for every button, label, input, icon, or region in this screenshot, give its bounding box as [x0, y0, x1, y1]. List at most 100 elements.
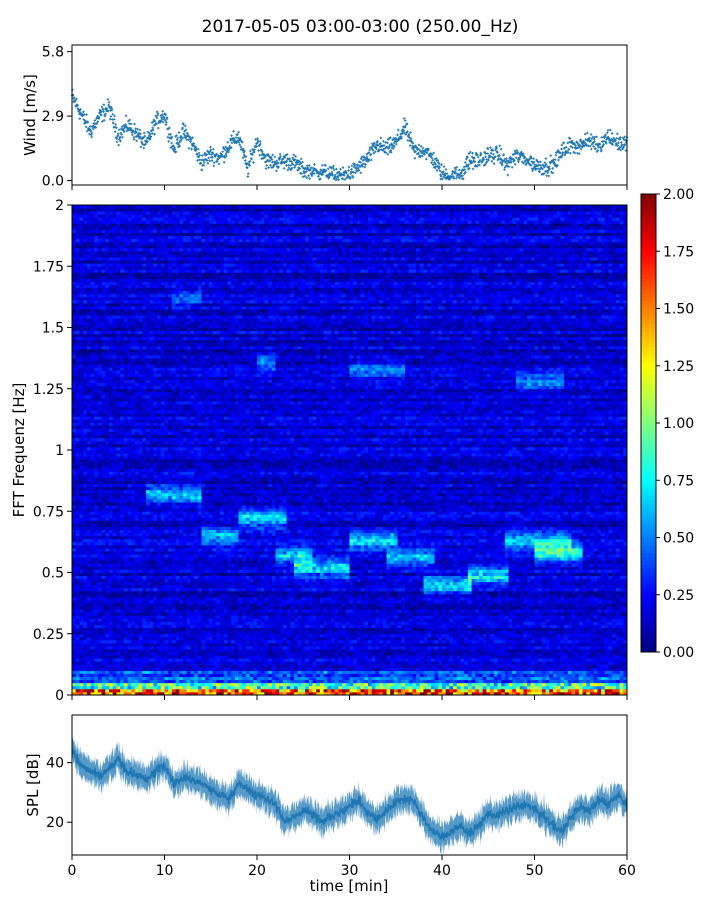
spectrogram-cell — [139, 398, 143, 401]
spectrogram-cell — [113, 331, 117, 334]
spectrogram-cell — [94, 358, 98, 361]
spectrogram-cell — [94, 658, 98, 661]
spectrogram-cell — [87, 324, 91, 327]
spectrogram-cell — [87, 490, 91, 493]
spectrogram-cell — [135, 609, 139, 612]
spectrogram-cell — [120, 628, 124, 631]
spectrogram-cell — [150, 471, 154, 474]
spectrogram-cell — [146, 511, 150, 514]
spectrogram-cell — [120, 324, 124, 327]
spectrogram-cell — [116, 674, 120, 677]
spectrogram-cell — [142, 625, 146, 628]
spectrogram-cell — [94, 257, 98, 260]
spectrogram-cell — [76, 481, 80, 484]
spectrogram-cell — [113, 622, 117, 625]
spectrogram-cell — [139, 349, 143, 352]
spectrogram-cell — [116, 254, 120, 257]
spectrogram-cell — [128, 282, 132, 285]
spectrogram-cell — [91, 395, 95, 398]
spectrogram-cell — [124, 395, 128, 398]
spectrogram-cell — [91, 649, 95, 652]
spectrogram-cell — [120, 294, 124, 297]
spectrogram-cell — [128, 453, 132, 456]
spectrogram-cell — [72, 677, 76, 680]
spectrogram-cell — [116, 272, 120, 275]
spectrogram-cell — [150, 438, 154, 441]
spectrogram-cell — [72, 251, 76, 254]
spectrogram-cell — [142, 600, 146, 603]
spectrogram-cell — [98, 450, 102, 453]
spectrogram-cell — [109, 637, 113, 640]
spectrogram-cell — [105, 582, 109, 585]
spectrogram-cell — [83, 275, 87, 278]
spectrogram-cell — [124, 594, 128, 597]
spectrogram-cell — [91, 294, 95, 297]
spectrogram-cell — [116, 524, 120, 527]
spectrogram-cell — [102, 389, 106, 392]
spectrogram-cell — [135, 573, 139, 576]
spectrogram-cell — [72, 514, 76, 517]
spectrogram-cell — [146, 444, 150, 447]
spectrogram-cell — [142, 545, 146, 548]
spectrogram-cell — [124, 468, 128, 471]
spectrogram-cell — [109, 364, 113, 367]
spectrogram-cell — [128, 652, 132, 655]
spectrogram-cell — [72, 582, 76, 585]
spectrogram-cell — [146, 649, 150, 652]
spectrogram-cell — [139, 597, 143, 600]
spectrogram-cell — [146, 674, 150, 677]
spectrogram-cell — [139, 294, 143, 297]
spectrogram-cell — [135, 667, 139, 670]
spectrogram-cell — [124, 465, 128, 468]
spectrogram-cell — [142, 373, 146, 376]
spectrogram-cell — [109, 263, 113, 266]
spectrogram-cell — [76, 594, 80, 597]
spectrogram-cell — [116, 205, 120, 208]
spectrogram-cell — [76, 352, 80, 355]
spectrogram-cell — [139, 426, 143, 429]
spectrogram-cell — [131, 475, 135, 478]
spectrogram-cell — [98, 517, 102, 520]
spectrogram-cell — [91, 337, 95, 340]
spectrogram-cell — [94, 285, 98, 288]
spectrogram-cell — [83, 306, 87, 309]
spectrogram-cell — [116, 680, 120, 683]
spectrogram-cell — [128, 615, 132, 618]
spectrogram-cell — [94, 217, 98, 220]
spectrogram-cell — [105, 303, 109, 306]
spectrogram-cell — [72, 618, 76, 621]
spectrogram-cell — [109, 266, 113, 269]
spectrogram-cell — [142, 358, 146, 361]
spectrogram-cell — [109, 230, 113, 233]
spectrogram-cell — [83, 251, 87, 254]
spectrogram-cell — [105, 282, 109, 285]
spectrogram-cell — [105, 370, 109, 373]
spectrogram-cell — [146, 588, 150, 591]
spectrogram-cell — [113, 370, 117, 373]
spectrogram-cell — [131, 508, 135, 511]
spectrogram-cell — [120, 609, 124, 612]
spectrogram-cell — [76, 643, 80, 646]
spectrogram-cell — [124, 426, 128, 429]
spectrogram-cell — [120, 441, 124, 444]
spectrogram-cell — [120, 465, 124, 468]
spectrogram-cell — [91, 297, 95, 300]
spectrogram-cell — [131, 352, 135, 355]
spectrogram-cell — [83, 205, 87, 208]
spectrogram-cell — [124, 361, 128, 364]
spectrogram-cell — [72, 517, 76, 520]
spectrogram-cell — [94, 398, 98, 401]
spectrogram-cell — [102, 481, 106, 484]
spectrogram-cell — [131, 422, 135, 425]
spectrogram-cell — [135, 364, 139, 367]
spectrogram-cell — [83, 288, 87, 291]
spectrogram-cell — [142, 318, 146, 321]
spectrogram-cell — [128, 646, 132, 649]
spectrogram-cell — [150, 398, 154, 401]
spectrogram-cell — [105, 689, 109, 692]
spectrogram-cell — [76, 597, 80, 600]
spectrogram-cell — [135, 637, 139, 640]
spectrogram-cell — [113, 426, 117, 429]
spectrogram-cell — [109, 683, 113, 686]
spectrogram-cell — [79, 600, 83, 603]
